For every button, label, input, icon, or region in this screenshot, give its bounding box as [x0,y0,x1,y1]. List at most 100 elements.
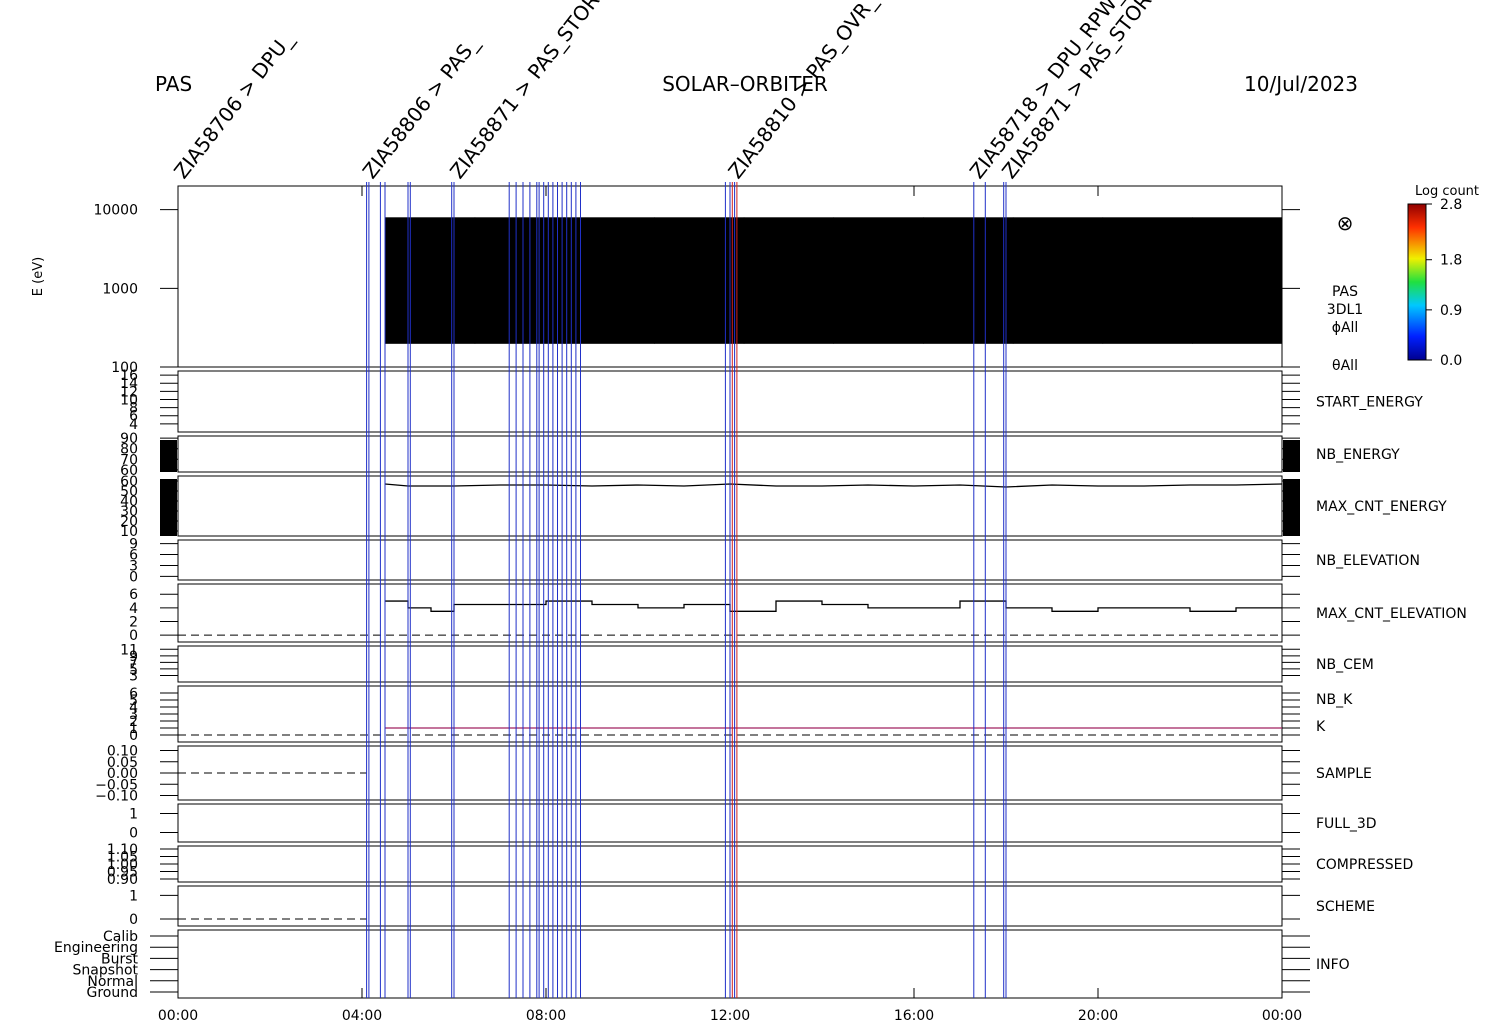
heatmap-cell [654,217,745,242]
heatmap-cell [564,329,655,344]
heatmap-cell [923,240,1014,258]
heatmap-cell [1102,312,1193,321]
y-tick-label: 6 [129,548,138,564]
y-axis-label: E (eV) [31,257,46,296]
y-tick-label: 1.10 [107,842,138,858]
heatmap-cell [1192,312,1283,321]
y-tick-label: 1 [129,888,138,904]
heatmap-cell [1012,257,1104,271]
heatmap-cell [1192,295,1283,307]
heatmap-cell [385,305,476,313]
heatmap-cell [474,329,565,344]
y-tick-label: 9 [129,537,138,553]
header-right: 10/Jul/2023 [1244,72,1358,96]
y-tick-label: 10 [120,392,138,408]
y-tick-label: 60 [120,463,138,479]
heatmap-cell [1012,217,1104,242]
y-tick-label: 0 [129,912,138,928]
y-tick-label: 60 [120,474,138,490]
heatmap-cell [474,312,565,321]
panel-label: NB_K [1316,692,1353,708]
y-tick-label: 14 [120,376,138,392]
y-tick-label: 0 [129,569,138,585]
colorbar-tick-label: 0.0 [1440,353,1462,369]
y-tick-label: 12 [120,384,138,400]
heatmap-cell [1102,279,1193,289]
heatmap-cell [385,257,476,271]
y-tick-label: 0.95 [107,865,138,881]
y-tick-label: 6 [129,686,138,702]
heatmap-cell [743,295,834,307]
y-tick-label: Burst [101,951,139,967]
heatmap-cell [923,295,1014,307]
heatmap-cell [385,319,476,330]
heatmap-cell [1012,240,1104,258]
y-tick-label: −0.10 [95,789,138,805]
heatmap-cell [1192,240,1283,258]
heatmap-cell [1192,270,1283,280]
data-line [385,600,1282,612]
heatmap-cell [1102,305,1193,313]
heatmap-cell [1192,257,1283,271]
heatmap-cell [833,312,924,321]
y-tick-label: 1 [129,721,138,737]
header-left: PAS [155,72,192,96]
y-tick-label: 50 [120,484,138,500]
heatmap-cell [1102,295,1193,307]
y-tick-label: 7 [129,655,138,671]
heatmap-cell [743,288,834,297]
heatmap-cell [743,279,834,289]
y-tick-label: 2 [129,714,138,730]
heatmap-cell [743,305,834,313]
panel-label: MAX_CNT_ENERGY [1316,499,1447,515]
y-tick-label: 6 [129,409,138,425]
heatmap-cell [385,240,476,258]
heatmap-cell [654,279,745,289]
symbol: ⊗ [1337,211,1354,235]
heatmap-cell [1012,305,1104,313]
heatmap-cell [923,312,1014,321]
y-tick-label: 1000 [102,281,138,297]
panel-label: K [1316,719,1326,735]
y-tick-label: 1.05 [107,850,138,866]
heatmap-cell [654,319,745,330]
y-tick-label: 16 [120,368,138,384]
y-tick-label: 0.90 [107,872,138,888]
heatmap-cell [1102,319,1193,330]
y-tick-label: 70 [120,452,138,468]
colorbar [1407,203,1427,361]
heatmap-cell [654,312,745,321]
heatmap-cell [833,270,924,280]
heatmap-cell [564,305,655,313]
heatmap-cell [474,295,565,307]
heatmap-cell [564,257,655,271]
heatmap-cell [1012,319,1104,330]
heatmap-cell [1102,270,1193,280]
y-tick-label: 20 [120,514,138,530]
heatmap-cell [923,319,1014,330]
heatmap-cell [1102,288,1193,297]
heatmap-cell [564,312,655,321]
x-tick-label: 16:00 [894,1008,934,1020]
heatmap-cell [833,319,924,330]
heatmap-cell [833,217,924,242]
heatmap-cell [654,295,745,307]
y-tick-label: 5 [129,693,138,709]
y-tick-label: Ground [87,985,139,1001]
heatmap-cell [385,279,476,289]
heatmap-cell [1012,312,1104,321]
heatmap-cell [564,288,655,297]
heatmap-cell [654,288,745,297]
heatmap-cell [564,279,655,289]
data-line [384,483,1283,488]
x-tick-label: 04:00 [342,1008,382,1020]
heatmap-cell [923,305,1014,313]
panel-label: INFO [1316,957,1350,973]
y-tick-label: 4 [129,417,138,433]
y-tick-label: 90 [120,431,138,447]
heatmap-cell [1192,288,1283,297]
y-tick-label: 4 [129,601,138,617]
panel-label: PAS [1332,284,1358,300]
heatmap-cell [474,217,565,242]
